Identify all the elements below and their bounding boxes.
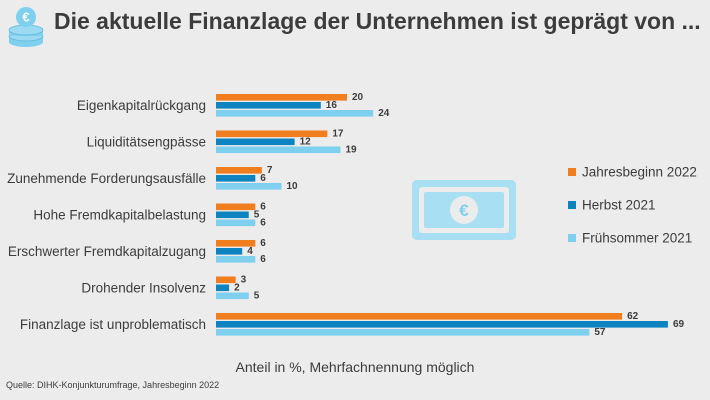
bar [216,94,347,101]
data-label: 20 [352,92,364,103]
data-label: 6 [260,238,266,249]
bar [216,130,328,138]
data-label: 6 [260,173,266,184]
bars [216,94,668,336]
source-note: Quelle: DIHK-Konjunkturumfrage, Jahresbe… [6,380,220,390]
bar [216,203,256,211]
category-label: Drohender Insolvenz [81,280,206,295]
bar [216,167,262,174]
bar [216,313,623,320]
svg-text:€: € [22,10,29,25]
data-label: 4 [247,246,253,257]
category-labels: Eigenkapitalrückgang Liquiditätsengpässe Z… [7,98,206,332]
svg-text:€: € [459,201,469,220]
data-label: 69 [673,319,685,330]
legend-label: Frühsommer 2021 [582,231,692,246]
bar [216,276,236,284]
bar [216,146,341,154]
legend-label: Herbst 2021 [582,198,656,213]
bar [216,175,256,182]
data-label: 62 [627,311,639,322]
category-label: Liquiditätsengpässe [87,134,206,149]
data-label: 2 [234,283,240,294]
bar [216,329,590,336]
bar [216,211,249,219]
bar [216,256,256,263]
data-label: 5 [254,210,260,221]
x-axis-label: Anteil in %, Mehrfachnennung möglich [235,359,475,375]
bar [216,292,249,300]
data-label: 19 [345,145,357,156]
data-label: 6 [260,218,266,229]
data-label: 5 [254,291,260,302]
bar [216,183,282,190]
legend: Jahresbeginn 2022 Herbst 2021 Frühsommer 2… [568,165,697,246]
data-label: 7 [267,165,273,176]
bar [216,248,243,255]
bar [216,240,256,247]
data-label: 17 [332,129,344,140]
coin-stack-euro-icon: € [8,7,44,47]
bar [216,110,374,117]
data-label: 24 [378,108,390,119]
bar [216,219,256,227]
bar-chart: Eigenkapitalrückgang Liquiditätsengpässe Z… [7,92,697,338]
data-label: 16 [326,100,338,111]
category-label: Erschwerter Fremdkapitalzugang [8,244,206,259]
data-label: 12 [300,137,312,148]
data-label: 6 [260,254,266,265]
bar [216,321,668,328]
bar [216,102,321,109]
euro-banknote-icon: € [412,180,516,240]
bar [216,138,295,146]
category-label: Hohe Fremdkapitalbelastung [33,207,206,222]
legend-swatch [568,234,576,242]
category-label: Finanzlage ist unproblematisch [20,317,206,332]
data-label: 10 [287,181,299,192]
bar [216,284,230,292]
page-title: Die aktuelle Finanzlage der Unternehmen … [54,8,701,34]
category-label: Zunehmende Forderungsausfälle [7,171,206,186]
category-label: Eigenkapitalrückgang [77,98,206,113]
data-label: 3 [241,275,247,286]
data-label: 57 [594,327,606,338]
legend-label: Jahresbeginn 2022 [582,165,697,180]
legend-swatch [568,201,576,209]
legend-swatch [568,168,576,176]
data-label: 6 [260,202,266,213]
